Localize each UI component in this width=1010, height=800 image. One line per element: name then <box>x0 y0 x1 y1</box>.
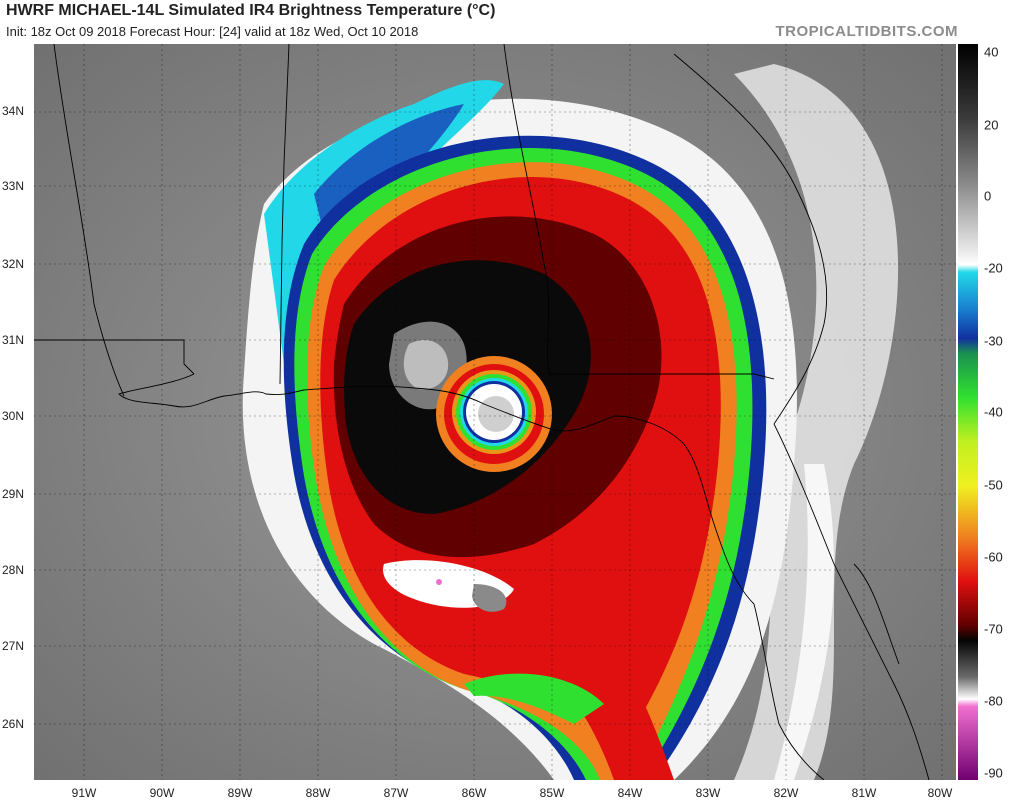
colorbar-tick: -20 <box>984 260 1003 276</box>
lat-label: 33N <box>2 179 25 193</box>
colorbar-tick: -50 <box>984 477 1003 493</box>
lon-label: 90W <box>149 786 175 800</box>
lon-label: 86W <box>461 786 487 800</box>
satellite-map <box>34 44 956 780</box>
colorbar-tick: -60 <box>984 549 1003 565</box>
lon-label: 81W <box>851 786 877 800</box>
temperature-colorbar <box>958 44 978 780</box>
lat-label: 31N <box>2 333 25 347</box>
graticule <box>34 44 956 780</box>
map-title: HWRF MICHAEL-14L Simulated IR4 Brightnes… <box>6 2 496 19</box>
forecast-info: Init: 18z Oct 09 2018 Forecast Hour: [24… <box>6 24 419 39</box>
colorbar-tick: 20 <box>984 117 999 133</box>
lat-label: 34N <box>2 104 25 118</box>
lat-label: 27N <box>2 639 25 653</box>
brand-watermark: TROPICALTIDBITS.COM <box>775 23 958 40</box>
colorbar-tick: -30 <box>984 333 1003 349</box>
lon-label: 80W <box>927 786 953 800</box>
ir-imagery <box>34 44 956 780</box>
colorbar-tick: -90 <box>984 765 1003 781</box>
lat-label: 30N <box>2 409 25 423</box>
colorbar-tick: 0 <box>984 188 992 204</box>
lon-label: 84W <box>617 786 643 800</box>
lon-label: 88W <box>305 786 331 800</box>
colorbar-tick: -70 <box>984 621 1003 637</box>
coastlines <box>34 44 930 780</box>
lat-label: 26N <box>2 717 25 731</box>
colorbar-gradient <box>958 44 978 780</box>
lat-label: 32N <box>2 257 25 271</box>
lat-label: 28N <box>2 563 25 577</box>
lon-label: 89W <box>227 786 253 800</box>
colorbar-tick: 40 <box>984 44 999 60</box>
lon-label: 87W <box>383 786 409 800</box>
colorbar-tick: -40 <box>984 404 1003 420</box>
lon-label: 83W <box>695 786 721 800</box>
colorbar-tick: -80 <box>984 693 1003 709</box>
lat-label: 29N <box>2 487 25 501</box>
cirrus-band-east <box>734 64 899 780</box>
lon-label: 85W <box>539 786 565 800</box>
lon-label: 91W <box>71 786 97 800</box>
lon-label: 82W <box>773 786 799 800</box>
